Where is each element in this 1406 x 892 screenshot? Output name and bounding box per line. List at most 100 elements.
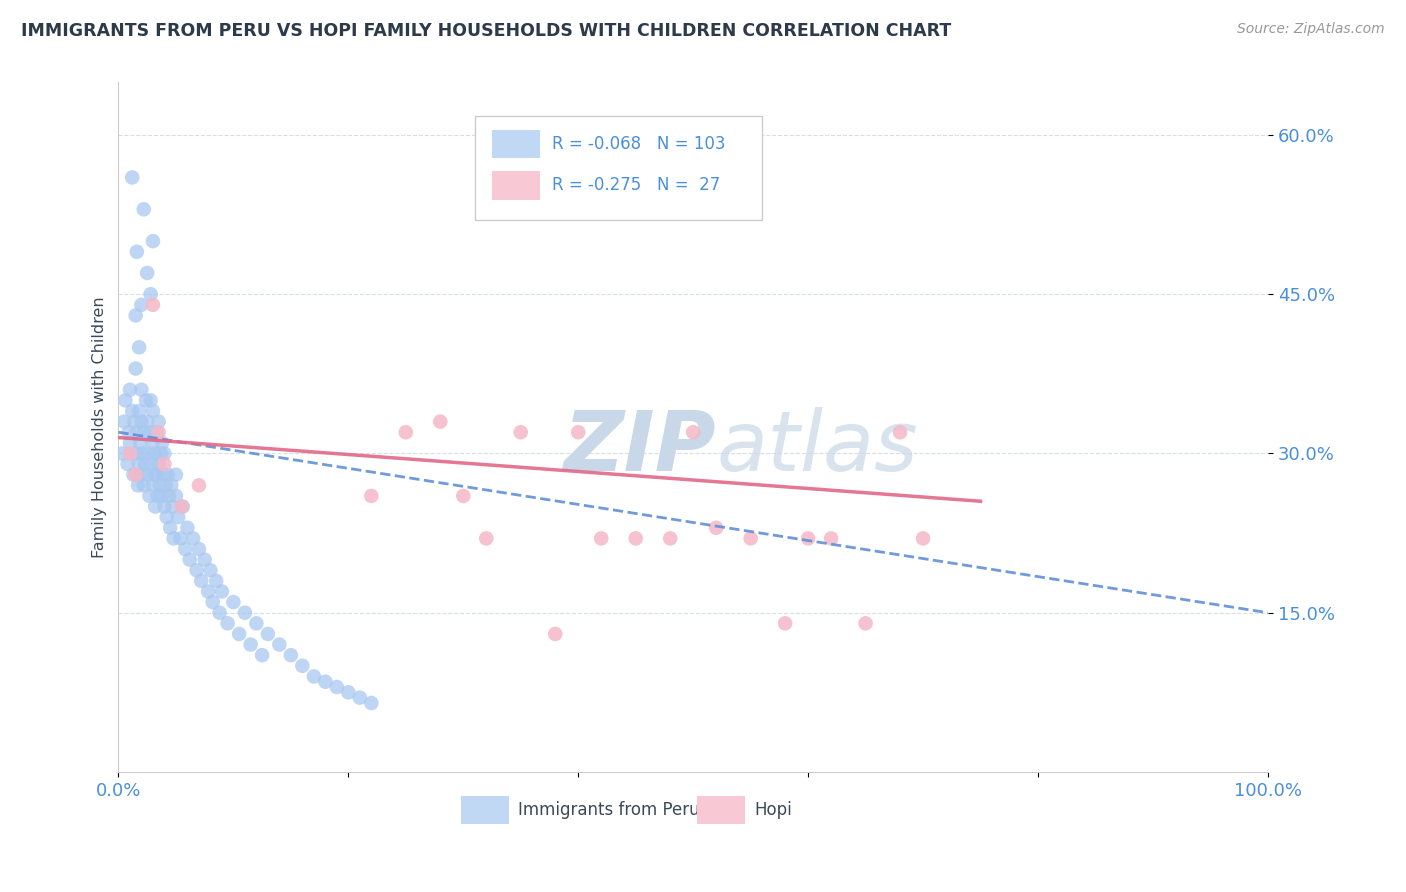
Point [149, 478, 172, 492]
Point [197, 584, 219, 599]
Point [139, 425, 162, 440]
Point [117, 457, 139, 471]
Point [509, 425, 531, 440]
Point [142, 478, 165, 492]
Point [395, 425, 418, 440]
Point [820, 532, 842, 546]
Point [682, 425, 704, 440]
Point [360, 489, 382, 503]
Point [194, 552, 217, 566]
Point [159, 521, 181, 535]
Point [257, 627, 280, 641]
Point [187, 541, 209, 556]
Point [139, 287, 162, 301]
Point [141, 457, 163, 471]
Point [146, 489, 169, 503]
Point [143, 500, 166, 514]
Point [131, 415, 153, 429]
Point [773, 616, 796, 631]
Point [201, 595, 224, 609]
Point [155, 478, 177, 492]
Point [200, 563, 222, 577]
Point [132, 425, 155, 440]
Point [360, 696, 382, 710]
Point [118, 446, 141, 460]
Point [190, 574, 212, 588]
Point [118, 425, 141, 440]
Point [217, 616, 239, 631]
Point [591, 532, 613, 546]
Point [131, 298, 153, 312]
Point [139, 393, 162, 408]
Point [136, 446, 159, 460]
Point [704, 521, 727, 535]
Point [186, 563, 208, 577]
Point [148, 425, 170, 440]
Point [174, 541, 197, 556]
Point [156, 467, 179, 482]
Point [170, 500, 193, 514]
Point [136, 467, 159, 482]
Point [114, 393, 136, 408]
Point [142, 298, 165, 312]
Point [125, 467, 148, 482]
Point [128, 404, 150, 418]
Point [142, 404, 165, 418]
Point [179, 552, 201, 566]
Point [118, 383, 141, 397]
Point [153, 457, 176, 471]
Text: ZIP: ZIP [564, 407, 716, 488]
Point [142, 234, 165, 248]
Point [125, 244, 148, 259]
Point [112, 415, 135, 429]
Point [135, 393, 157, 408]
Point [160, 478, 183, 492]
Point [302, 669, 325, 683]
Point [111, 446, 134, 460]
Point [169, 532, 191, 546]
Point [453, 489, 475, 503]
Point [167, 510, 190, 524]
Point [138, 489, 160, 503]
Point [153, 446, 176, 460]
Point [132, 202, 155, 217]
Point [659, 532, 682, 546]
Point [121, 404, 143, 418]
Point [205, 574, 228, 588]
Text: IMMIGRANTS FROM PERU VS HOPI FAMILY HOUSEHOLDS WITH CHILDREN CORRELATION CHART: IMMIGRANTS FROM PERU VS HOPI FAMILY HOUS… [21, 22, 952, 40]
Point [132, 478, 155, 492]
Point [129, 435, 152, 450]
Point [121, 170, 143, 185]
Point [176, 521, 198, 535]
Point [162, 532, 184, 546]
Point [145, 467, 167, 482]
Y-axis label: Family Households with Children: Family Households with Children [93, 296, 107, 558]
Point [165, 489, 187, 503]
Point [475, 532, 498, 546]
Point [143, 467, 166, 482]
Point [222, 595, 245, 609]
Point [125, 361, 148, 376]
FancyBboxPatch shape [492, 129, 540, 159]
Text: R = -0.275   N =  27: R = -0.275 N = 27 [551, 177, 720, 194]
Point [228, 627, 250, 641]
Point [150, 435, 173, 450]
Point [245, 616, 267, 631]
Point [740, 532, 762, 546]
Point [181, 532, 204, 546]
Point [125, 425, 148, 440]
Point [250, 648, 273, 663]
Text: atlas: atlas [716, 407, 918, 488]
Point [156, 510, 179, 524]
Point [211, 584, 233, 599]
Point [544, 627, 567, 641]
Point [125, 446, 148, 460]
Point [165, 467, 187, 482]
Point [567, 425, 589, 440]
Text: Immigrants from Peru: Immigrants from Peru [519, 801, 700, 819]
Point [125, 309, 148, 323]
Point [136, 415, 159, 429]
Point [128, 457, 150, 471]
Point [157, 489, 180, 503]
Point [280, 648, 302, 663]
